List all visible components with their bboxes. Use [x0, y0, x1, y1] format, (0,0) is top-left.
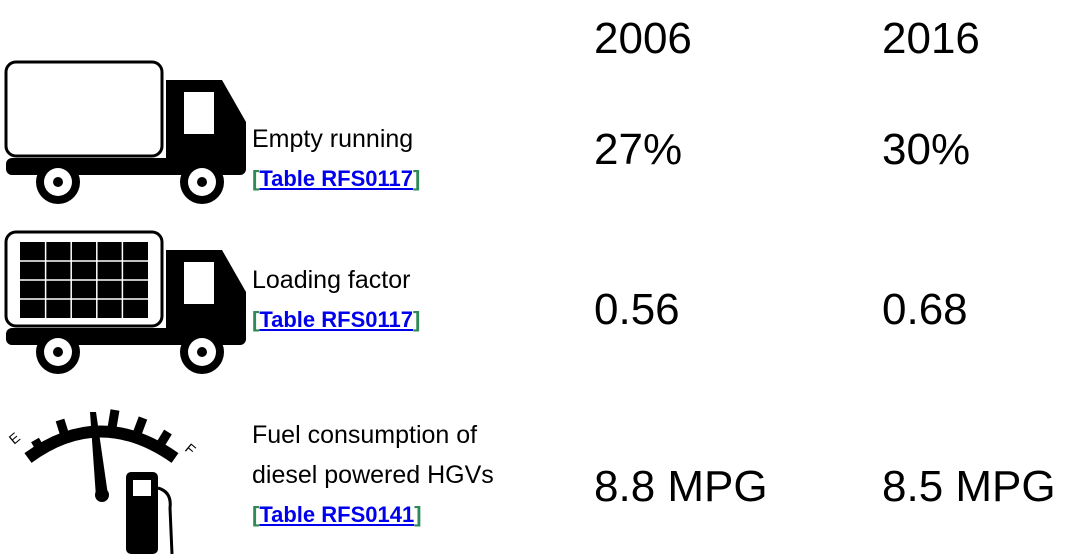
truck-empty [4, 60, 246, 204]
value: 30% [882, 125, 971, 174]
row-label: Fuel consumption of [252, 421, 478, 449]
truck-loaded [4, 230, 246, 374]
bracket: [ [252, 502, 260, 527]
row-label: diesel powered HGVs [252, 461, 494, 489]
column-header: 2016 [882, 14, 980, 63]
source-link: [Table RFS0117] [252, 164, 420, 194]
link[interactable]: Table RFS0141 [259, 502, 415, 527]
link[interactable]: Table RFS0117 [259, 166, 413, 191]
value: 8.8 MPG [594, 462, 768, 511]
value: 27% [594, 125, 683, 174]
link[interactable]: Table RFS0117 [259, 307, 413, 332]
bracket: ] [413, 307, 421, 332]
bracket: [ [252, 166, 260, 191]
gauge-empty: E [6, 429, 23, 447]
source-link: [Table RFS0117] [252, 305, 420, 335]
bracket: ] [414, 502, 422, 527]
bracket: ] [413, 166, 421, 191]
row-label: Loading factor [252, 266, 411, 294]
column-header: 2006 [594, 14, 692, 63]
gauge-full: F [182, 440, 199, 458]
value: 0.68 [882, 285, 968, 334]
value: 8.5 MPG [882, 462, 1056, 511]
source-link: [Table RFS0141] [252, 500, 422, 530]
fuel-gauge: E F [6, 409, 199, 554]
value: 0.56 [594, 285, 680, 334]
row-label: Empty running [252, 125, 414, 153]
bracket: [ [252, 307, 260, 332]
icons: E F [4, 60, 246, 554]
